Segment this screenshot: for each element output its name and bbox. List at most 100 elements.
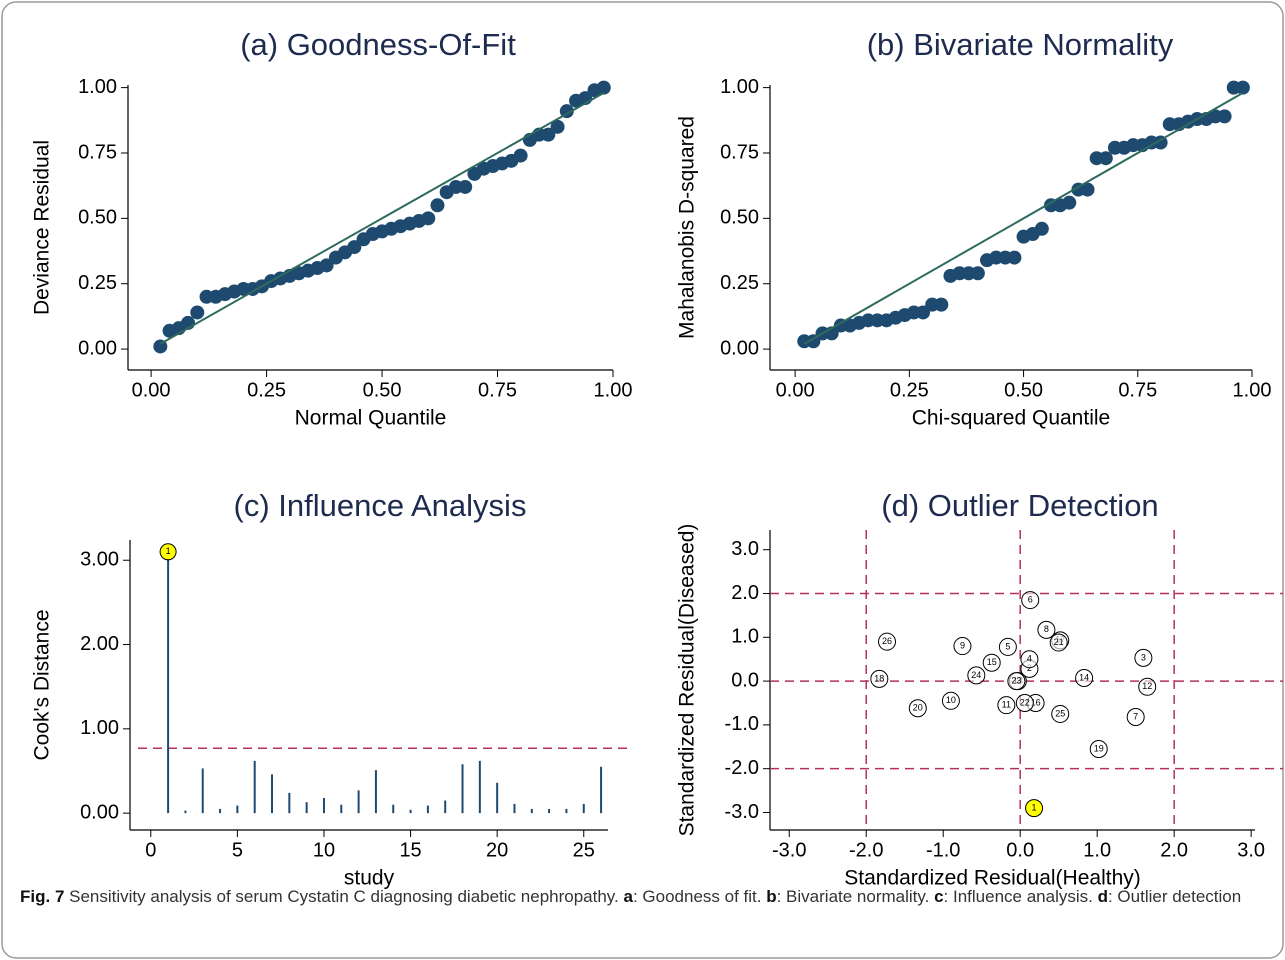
point-label: 8: [1044, 624, 1049, 634]
chart-title: (a) Goodness-Of-Fit: [240, 27, 516, 62]
x-tick-label: 0.00: [132, 379, 171, 401]
caption-text: : Goodness of fit.: [632, 887, 767, 906]
point-label: 21: [1054, 637, 1064, 647]
point: [1049, 633, 1068, 652]
y-tick-label: 0.75: [78, 141, 117, 163]
point: [513, 148, 528, 163]
point-label: 10: [946, 695, 956, 705]
point: [1015, 693, 1034, 712]
y-tick-label: 3.00: [80, 549, 119, 571]
x-tick-label: 0.50: [363, 379, 402, 401]
x-tick-label: 1.0: [1083, 839, 1111, 861]
point: [1007, 250, 1022, 265]
point: [970, 266, 985, 281]
point: [1007, 672, 1026, 691]
fit-line: [803, 91, 1244, 345]
x-tick-label: 0.75: [478, 379, 517, 401]
x-tick-label: 0.00: [776, 379, 815, 401]
x-tick-label: -1.0: [926, 839, 960, 861]
x-tick-label: 20: [486, 839, 508, 861]
point-label: 3: [1141, 652, 1146, 662]
y-axis-title: Cook's Distance: [31, 609, 54, 760]
point: [870, 669, 889, 688]
x-tick-label: 10: [313, 839, 335, 861]
point-label: 25: [1055, 708, 1065, 718]
point-label: 15: [987, 657, 997, 667]
point: [997, 696, 1016, 715]
y-axis-title: Mahalanobis D-squared: [676, 116, 699, 339]
point: [908, 699, 927, 718]
point: [1217, 109, 1232, 124]
caption-text: d: [1097, 887, 1108, 906]
point-label: 9: [960, 640, 965, 650]
y-tick-label: 0.75: [720, 141, 759, 163]
x-tick-label: 0.25: [247, 379, 286, 401]
point: [1020, 650, 1039, 669]
chart-title: (c) Influence Analysis: [234, 488, 527, 523]
point: [1034, 221, 1049, 236]
y-tick-label: -2.0: [725, 757, 759, 779]
point: [1021, 591, 1040, 610]
point: [1098, 151, 1113, 166]
x-tick-label: 15: [399, 839, 421, 861]
x-axis-title: Chi-squared Quantile: [912, 407, 1110, 430]
point: [1134, 648, 1153, 667]
y-axis-title: Standardized Residual(Diseased): [676, 524, 699, 837]
caption-text: : Influence analysis.: [943, 887, 1098, 906]
point: [1235, 80, 1250, 95]
chart-title: (b) Bivariate Normality: [867, 27, 1174, 62]
x-tick-label: 0.25: [890, 379, 929, 401]
y-tick-label: 1.0: [731, 626, 759, 648]
point: [190, 305, 205, 320]
y-tick-label: -1.0: [725, 713, 759, 735]
y-tick-label: 1.00: [80, 717, 119, 739]
point: [550, 119, 565, 134]
point-label: 1: [166, 546, 171, 556]
caption-text: c: [934, 887, 944, 906]
point: [982, 653, 1001, 672]
point: [1037, 620, 1056, 639]
y-tick-label: 0.00: [720, 337, 759, 359]
point: [941, 691, 960, 710]
point-label: 14: [1079, 672, 1089, 682]
caption-text: : Bivariate normality.: [776, 887, 935, 906]
highlight-point: [159, 543, 177, 561]
y-tick-label: 0.25: [78, 272, 117, 294]
x-tick-label: -2.0: [849, 839, 883, 861]
point: [1062, 195, 1077, 210]
y-tick-label: 0.00: [78, 337, 117, 359]
point-label: 4: [1027, 654, 1032, 664]
y-tick-label: 0.00: [80, 801, 119, 823]
point: [1126, 708, 1145, 727]
point: [953, 637, 972, 656]
point-label: 19: [1094, 743, 1104, 753]
x-axis-title: Normal Quantile: [295, 407, 447, 430]
chart-title: (d) Outlier Detection: [881, 488, 1158, 523]
point-label: 22: [1020, 697, 1030, 707]
x-axis-title: study: [344, 867, 395, 890]
point: [1089, 739, 1108, 758]
x-tick-label: -3.0: [772, 839, 806, 861]
point: [967, 666, 986, 685]
point-label: 6: [1028, 594, 1033, 604]
x-tick-label: 0: [145, 839, 156, 861]
point: [1025, 799, 1044, 818]
caption-text: Sensitivity analysis of serum Cystatin C…: [64, 887, 624, 906]
point-label: 26: [882, 636, 892, 646]
point-label: 12: [1142, 681, 1152, 691]
y-tick-label: 0.50: [78, 207, 117, 229]
x-tick-label: 2.0: [1160, 839, 1188, 861]
point: [934, 297, 949, 312]
x-tick-label: 1.00: [594, 379, 633, 401]
point: [1138, 677, 1157, 696]
point: [319, 258, 334, 273]
caption: Fig. 7 Sensitivity analysis of serum Cys…: [20, 884, 1260, 910]
point: [458, 179, 473, 194]
y-axis-title: Deviance Residual: [31, 140, 54, 315]
caption-text: : Outlier detection: [1107, 887, 1242, 906]
x-tick-label: 0.0: [1006, 839, 1034, 861]
fit-line: [159, 91, 605, 345]
y-tick-label: 3.0: [731, 538, 759, 560]
